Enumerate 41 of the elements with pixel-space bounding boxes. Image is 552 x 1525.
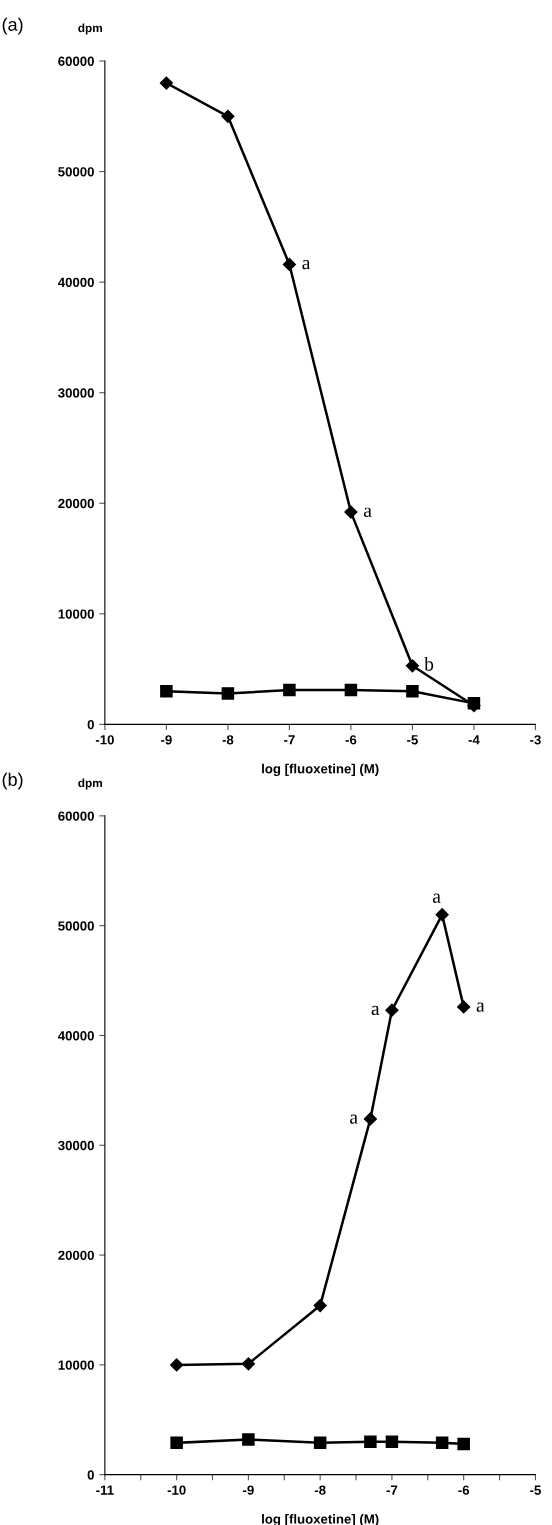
x-tick-label: -4: [468, 735, 480, 745]
x-tick-label: -9: [243, 1485, 254, 1495]
x-axis-title: log [fluoxetine] (M): [262, 763, 379, 777]
annotation: a: [302, 259, 311, 270]
x-tick-label: -8: [222, 735, 234, 745]
x-tick-label: -7: [284, 735, 295, 745]
y-tick-label: 20000: [58, 498, 94, 509]
chart-title: (a): [2, 17, 23, 35]
y-tick-label: 40000: [57, 277, 94, 288]
x-tick-label: -5: [530, 1485, 541, 1495]
x-tick-label: -10: [167, 1485, 186, 1495]
annotation: a: [363, 507, 372, 517]
x-tick-label: -10: [95, 735, 114, 745]
y-tick-label: 30000: [58, 1140, 94, 1151]
annotation: a: [371, 1005, 380, 1016]
annotation: a: [476, 1002, 485, 1012]
y-tick-label: 0: [87, 719, 94, 730]
y-tick-label: 60000: [58, 811, 94, 821]
x-tick-label: -3: [530, 735, 541, 745]
annotation: b: [424, 656, 434, 671]
y-axis-title: dpm: [78, 778, 102, 790]
x-tick-label: -9: [161, 735, 172, 745]
y-tick-label: 50000: [58, 167, 94, 177]
x-tick-label: -7: [386, 1485, 398, 1495]
y-tick-label: 10000: [58, 1360, 94, 1370]
x-tick-label: -11: [96, 1485, 114, 1495]
y-axis-title: dpm: [78, 23, 102, 35]
x-tick-label: -8: [314, 1485, 326, 1495]
annotation: a: [432, 893, 441, 903]
y-tick-label: 10000: [58, 609, 94, 619]
x-tick-label: -5: [407, 735, 418, 745]
x-tick-label: -6: [345, 735, 357, 745]
y-tick-label: 20000: [58, 1250, 94, 1260]
chart-title: (b): [2, 772, 23, 790]
y-tick-label: 30000: [58, 388, 94, 398]
x-tick-label: -6: [458, 1485, 470, 1495]
y-tick-label: 40000: [57, 1031, 94, 1041]
y-tick-label: 50000: [58, 921, 94, 931]
y-tick-label: 60000: [58, 56, 94, 66]
y-tick-label: 0: [87, 1470, 94, 1480]
annotation: a: [350, 1114, 358, 1124]
